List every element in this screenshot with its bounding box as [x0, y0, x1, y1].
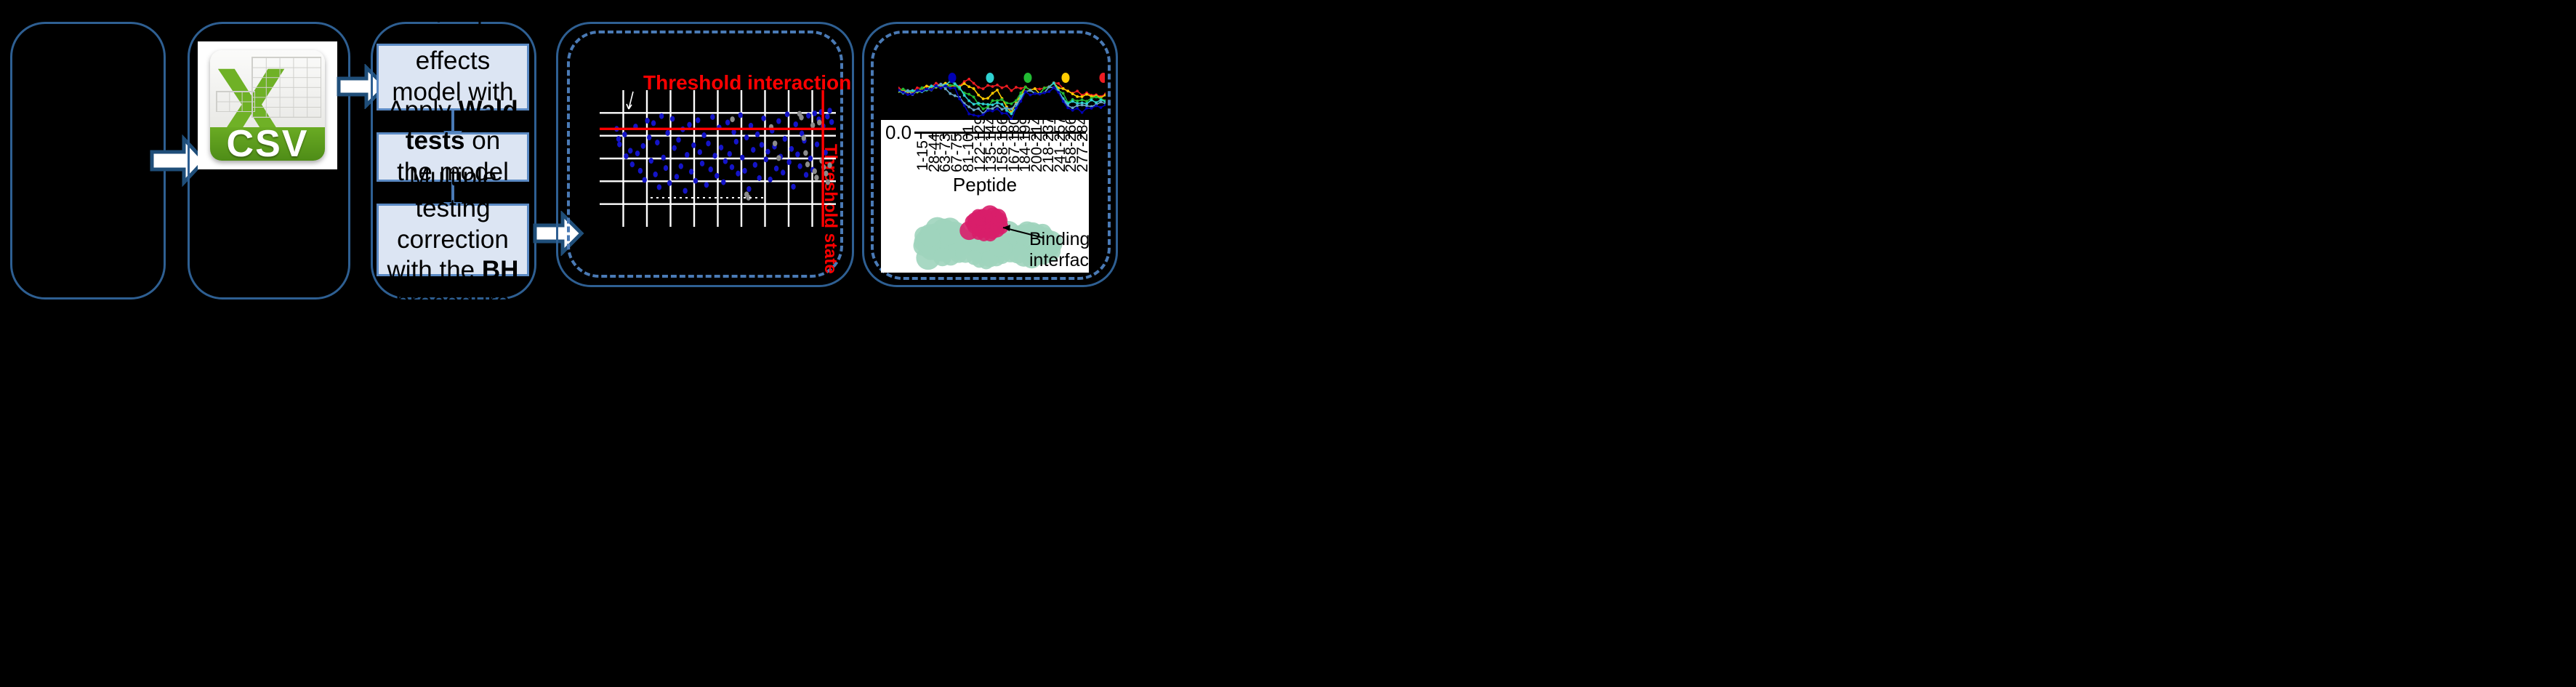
step-bh-line1: Multiple testing — [408, 163, 497, 222]
protein-structure-render — [894, 193, 1076, 271]
binding-label-line2: interface — [1029, 249, 1089, 270]
peptide-tick-label: 135-144 — [983, 120, 1000, 172]
structure-panel-dashed — [871, 31, 1111, 280]
csv-panel — [188, 22, 350, 300]
peptide-tick-label: 63-73 — [937, 133, 954, 172]
axis-tick — [1023, 134, 1025, 139]
step-reml-line2: effects model with — [392, 47, 514, 106]
x-axis-title: Peptide — [952, 174, 1018, 196]
model-panel — [371, 22, 536, 300]
peptide-tick-label: 67-75 — [949, 133, 966, 172]
peptide-tick-label: 200-214 — [1029, 120, 1046, 172]
step-bh-line3: with the BH procedure — [387, 256, 519, 316]
input-panel — [10, 22, 166, 300]
peptide-tick-label: 241-257 — [1051, 120, 1068, 172]
x-axis-line — [914, 132, 1086, 134]
volcano-panel-dashed — [567, 31, 843, 278]
binding-interface-label: Binding interface — [1029, 229, 1089, 271]
threshold-interaction-label: Threshold interaction — [643, 71, 852, 94]
axis-tick — [1000, 134, 1002, 139]
peptide-legend — [945, 72, 1108, 84]
peptide-tick-label: 184-199 — [1017, 120, 1034, 172]
csv-file-icon: X CSV — [198, 41, 337, 169]
peptide-tick-label: 81-101 — [959, 124, 977, 172]
x-axis-ticks — [914, 134, 1086, 140]
volcano-scatter-plot — [600, 90, 836, 227]
axis-tick — [1080, 134, 1082, 139]
peptide-line-chart — [897, 70, 1107, 122]
step-bh-line2: correction — [397, 225, 509, 254]
axis-tick — [1068, 134, 1071, 139]
peptide-tick-label: 122-129 — [971, 120, 989, 172]
peptide-tick-labels: 1-15 28-44 63-73 67-75 81-101 122-129 135-144 1… — [914, 120, 1089, 172]
axis-tick — [943, 134, 945, 139]
axis-tick — [1045, 134, 1047, 139]
axis-tick — [989, 134, 991, 139]
axis-tick — [1034, 134, 1037, 139]
spreadsheet-grid-large — [251, 56, 321, 118]
flow-arrow-1 — [149, 134, 207, 187]
volcano-panel — [556, 22, 854, 287]
peptide-tick-label: 28-44 — [925, 133, 943, 172]
structure-figure-box: 0.0 1-15 28-44 63-73 67-75 81-101 122-129 135-… — [881, 120, 1089, 273]
peptide-tick-label: 167-180 — [1005, 120, 1023, 172]
peptide-tick-label: 1-15 — [914, 140, 931, 172]
binding-label-line1: Binding — [1029, 229, 1089, 249]
peptide-tick-label: 218-237 — [1039, 120, 1057, 172]
peptide-tick-label: 258-266 — [1063, 120, 1080, 172]
axis-tick — [1057, 134, 1059, 139]
axis-tick — [965, 134, 967, 139]
step-wald-line1: Apply Wald tests on — [387, 95, 518, 156]
axis-tick — [977, 134, 979, 139]
step-reml-line1: Fit a linear mixed- — [393, 0, 512, 44]
connector-2 — [451, 182, 454, 204]
y-axis-value: 0.0 — [885, 121, 912, 143]
structure-panel — [862, 22, 1118, 287]
peptide-tick-label: 277-284 — [1074, 120, 1089, 172]
axis-tick — [931, 134, 933, 139]
spreadsheet-grid-small — [216, 91, 256, 112]
axis-tick — [1011, 134, 1013, 139]
peptide-tick-label: 158-166 — [994, 120, 1012, 172]
flow-arrow-2 — [336, 64, 388, 109]
csv-label: CSV — [226, 122, 309, 161]
axis-tick — [919, 134, 922, 139]
step-bh-box[interactable]: Multiple testing correction with the BH pr… — [377, 163, 529, 316]
axis-tick — [954, 134, 957, 139]
connector-1 — [451, 111, 454, 132]
flow-arrow-3 — [532, 211, 584, 256]
